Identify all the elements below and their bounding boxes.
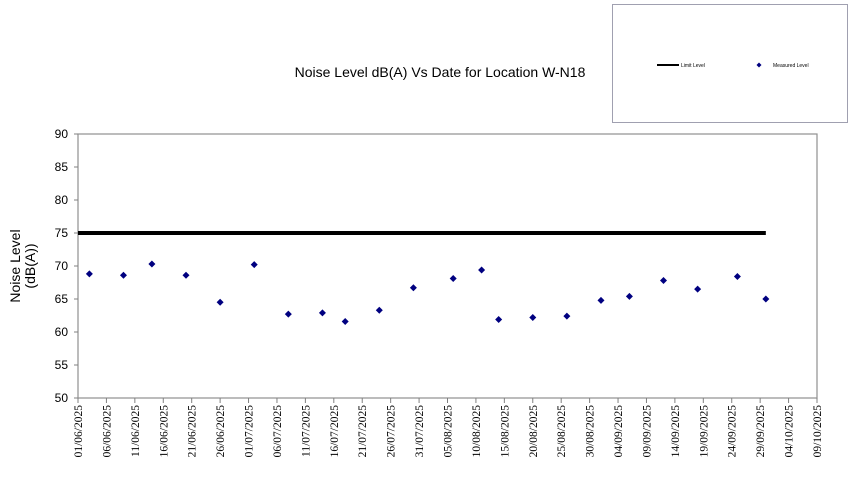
measured-level-point — [495, 315, 503, 323]
measured-level-point — [216, 298, 224, 306]
measured-level-point — [409, 284, 417, 292]
y-tick-label: 55 — [55, 358, 69, 372]
y-tick-label: 50 — [55, 391, 69, 405]
measured-level-point — [694, 285, 702, 293]
legend-limit-label: Limit Level — [681, 63, 705, 69]
measured-level-point — [625, 292, 633, 300]
measured-level-point — [250, 261, 258, 269]
x-tick-label: 05/08/2025 — [443, 405, 455, 458]
plot-area — [77, 133, 818, 399]
y-tick-label: 85 — [55, 160, 69, 174]
x-tick-label: 20/08/2025 — [528, 405, 540, 458]
x-tick-label: 31/07/2025 — [414, 405, 426, 458]
x-tick-label: 01/06/2025 — [73, 405, 85, 458]
x-tick-label: 11/07/2025 — [300, 405, 312, 457]
y-tick-label: 60 — [55, 325, 69, 339]
legend-measured-marker — [756, 62, 762, 68]
measured-level-point — [529, 313, 537, 321]
x-tick-label: 15/08/2025 — [499, 405, 511, 458]
x-tick-label: 09/10/2025 — [812, 405, 824, 458]
x-tick-label: 06/06/2025 — [101, 405, 113, 458]
measured-level-point — [733, 273, 741, 281]
x-tick-label: 11/06/2025 — [130, 405, 142, 457]
y-tick-label: 80 — [55, 193, 69, 207]
x-tick-label: 19/09/2025 — [698, 405, 710, 458]
measured-level-point — [148, 260, 156, 268]
x-tick-label: 04/09/2025 — [613, 405, 625, 458]
x-tick-label: 16/07/2025 — [329, 405, 341, 458]
x-tick-label: 09/09/2025 — [641, 405, 653, 458]
y-tick-label: 70 — [55, 259, 69, 273]
measured-level-point — [563, 312, 571, 320]
y-tick-label: 75 — [55, 226, 69, 240]
measured-level-point — [341, 317, 349, 325]
x-tick-label: 16/06/2025 — [158, 405, 170, 458]
x-tick-label: 10/08/2025 — [471, 405, 483, 458]
x-tick-label: 01/07/2025 — [244, 405, 256, 458]
x-tick-label: 21/06/2025 — [187, 405, 199, 458]
measured-level-point — [85, 270, 93, 278]
measured-level-point — [597, 296, 605, 304]
measured-level-point — [660, 277, 668, 285]
x-tick-label: 24/09/2025 — [727, 405, 739, 458]
measured-level-point — [449, 275, 457, 283]
measured-level-point — [478, 266, 486, 274]
x-tick-label: 25/08/2025 — [556, 405, 568, 458]
y-tick-label: 65 — [55, 292, 69, 306]
measured-level-point — [318, 309, 326, 317]
x-tick-label: 14/09/2025 — [670, 405, 682, 458]
x-tick-label: 29/09/2025 — [755, 405, 767, 458]
x-tick-label: 26/07/2025 — [386, 405, 398, 458]
legend-measured-label: Measured Level — [773, 63, 809, 69]
x-tick-label: 06/07/2025 — [272, 405, 284, 458]
x-tick-label: 26/06/2025 — [215, 405, 227, 458]
y-axis-label: (dB(A)) — [22, 243, 38, 288]
chart-title: Noise Level dB(A) Vs Date for Location W… — [295, 64, 586, 80]
x-tick-label: 04/10/2025 — [784, 405, 796, 458]
measured-level-point — [284, 310, 292, 318]
y-axis-label: Noise Level — [7, 229, 23, 302]
measured-level-point — [375, 306, 383, 314]
measured-level-point — [182, 271, 190, 279]
measured-level-point — [762, 295, 770, 303]
x-tick-label: 21/07/2025 — [357, 405, 369, 458]
measured-level-point — [119, 271, 127, 279]
x-tick-label: 30/08/2025 — [585, 405, 597, 458]
legend: Limit Level Measured Level — [612, 4, 848, 123]
y-tick-label: 90 — [55, 127, 69, 141]
